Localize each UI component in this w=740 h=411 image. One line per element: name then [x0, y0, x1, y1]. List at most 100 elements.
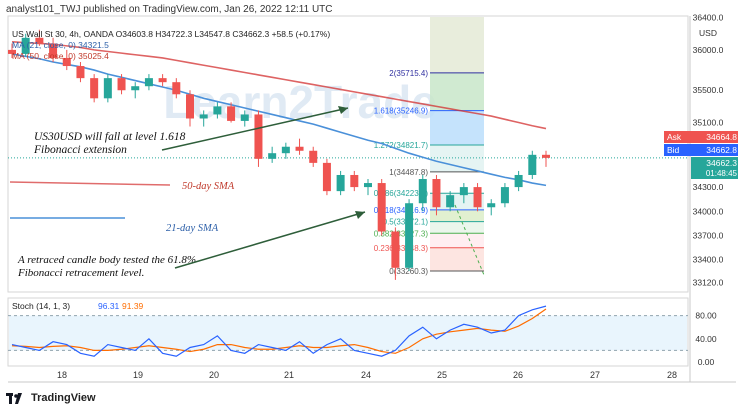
annotation-retrace-2: Fibonacci retracement level. — [17, 267, 144, 279]
candle-body — [528, 154, 537, 175]
publish-header: analyst101_TWJ published on TradingView.… — [6, 4, 333, 15]
candle-body — [514, 174, 523, 188]
candle-body — [542, 154, 550, 158]
candle-body — [350, 174, 359, 188]
candle-body — [240, 114, 249, 121]
candle-body — [199, 114, 208, 119]
fib-zone-band — [430, 72, 484, 111]
x-tick-label: 26 — [513, 370, 523, 380]
candle-body — [131, 86, 140, 91]
fib-zone-band — [430, 193, 484, 210]
candle-body — [336, 174, 345, 192]
annotation-arrowhead-1 — [338, 106, 348, 114]
candle-body — [35, 37, 44, 44]
fib-zone-band — [430, 171, 484, 194]
candle-body — [62, 57, 71, 67]
candle-body — [227, 106, 236, 121]
candle-body — [364, 183, 372, 188]
fib-level-label: 0.786(34223.7) — [374, 189, 429, 198]
y-tick-label: 34300.0 — [693, 182, 724, 192]
candle-body — [103, 78, 112, 99]
fib-trend-line — [454, 204, 485, 276]
y-tick-label: 33400.0 — [693, 255, 724, 265]
candle-body — [144, 78, 153, 87]
fib-level-label: 0.618(34016.9) — [374, 206, 429, 215]
price-pane — [7, 15, 689, 293]
candle-body — [500, 187, 509, 204]
annotation-sma50: 50-day SMA — [182, 181, 235, 192]
bid-badge — [664, 144, 738, 156]
fib-zone-band — [430, 233, 484, 248]
annotation-arrowhead-2 — [355, 211, 365, 219]
fib-level-label: 1.272(34821.7) — [374, 141, 429, 150]
fib-level-label: 0(33260.3) — [389, 267, 428, 276]
fib-zone-band — [430, 209, 484, 222]
legend-ma50: MA (50, close, 0) 35025.4 — [12, 51, 109, 61]
bid-label: Bid — [667, 145, 680, 155]
annotation-sma21: 21-day SMA — [166, 223, 219, 234]
ask-label: Ask — [667, 132, 682, 142]
candle-body — [405, 203, 414, 268]
candle-body — [158, 78, 167, 83]
candle-body — [473, 187, 482, 208]
last-price-value: 34662.3 — [706, 158, 737, 168]
annotation-fib-extension-2: Fibonacci extension — [33, 144, 127, 156]
stoch-d-value: 91.39 — [122, 301, 144, 311]
y-tick-label: 33700.0 — [693, 231, 724, 241]
candle-body — [377, 183, 386, 232]
ma21-line — [11, 53, 547, 187]
candle-body — [21, 37, 30, 54]
fib-level-label: 1.618(35246.9) — [374, 107, 429, 116]
candle-body — [459, 187, 468, 196]
annotation-arrow-2 — [174, 211, 366, 269]
stoch-k-line — [11, 305, 547, 357]
candle-body — [186, 94, 194, 119]
x-tick-label: 24 — [361, 370, 371, 380]
candle-body — [295, 146, 304, 151]
x-tick-label: 20 — [209, 370, 219, 380]
fib-zone-top — [430, 17, 484, 73]
candle-body — [49, 43, 58, 58]
candle-body — [268, 153, 277, 159]
stoch-label: Stoch (14, 1, 3) — [12, 301, 70, 311]
candle-body — [418, 179, 427, 204]
sma50-legend-line — [9, 181, 171, 186]
annotation-arrow-1 — [161, 107, 349, 151]
fib-level-label: 2(35715.4) — [389, 69, 428, 78]
ask-badge — [664, 131, 738, 143]
candle-body — [432, 179, 441, 208]
x-tick-label: 18 — [57, 370, 67, 380]
bar-countdown: 01:48:45 — [706, 169, 738, 178]
candle-body — [487, 203, 496, 208]
stoch-tick-label: 0.00 — [698, 357, 715, 367]
y-tick-label: 34000.0 — [693, 206, 724, 216]
candle-body — [391, 231, 400, 268]
fib-level-label: 0.382(33727.3) — [374, 229, 429, 238]
ma50-line — [11, 41, 547, 130]
candle-body — [309, 150, 318, 163]
y-tick-label: 36000.0 — [693, 45, 724, 55]
fib-zone-band — [430, 221, 484, 234]
x-tick-label: 19 — [133, 370, 143, 380]
candle-body — [254, 114, 263, 159]
fib-zone-band — [430, 247, 484, 271]
y-tick-label: 35500.0 — [693, 85, 724, 95]
y-tick-label: 35100.0 — [693, 118, 724, 128]
fib-zone-band — [430, 144, 484, 172]
legend-ohlc: US Wall St 30, 4h, OANDA O34603.8 H34722… — [12, 29, 330, 39]
ask-value: 34664.8 — [706, 132, 737, 142]
candle-body — [213, 106, 222, 115]
bid-value: 34662.8 — [706, 145, 737, 155]
x-tick-label: 27 — [590, 370, 600, 380]
candle-body — [8, 49, 16, 54]
x-tick-label: 28 — [667, 370, 677, 380]
candle-body — [281, 146, 290, 154]
x-tick-label: 21 — [284, 370, 294, 380]
currency-label: USD — [699, 28, 717, 38]
candle-body — [172, 82, 181, 95]
y-tick-label: 36400.0 — [693, 13, 724, 23]
y-tick-label: 33120.0 — [693, 277, 724, 287]
stoch-tick-label: 40.00 — [695, 334, 717, 344]
annotation-fib-extension-1: US30USD will fall at level 1.618 — [34, 131, 186, 143]
